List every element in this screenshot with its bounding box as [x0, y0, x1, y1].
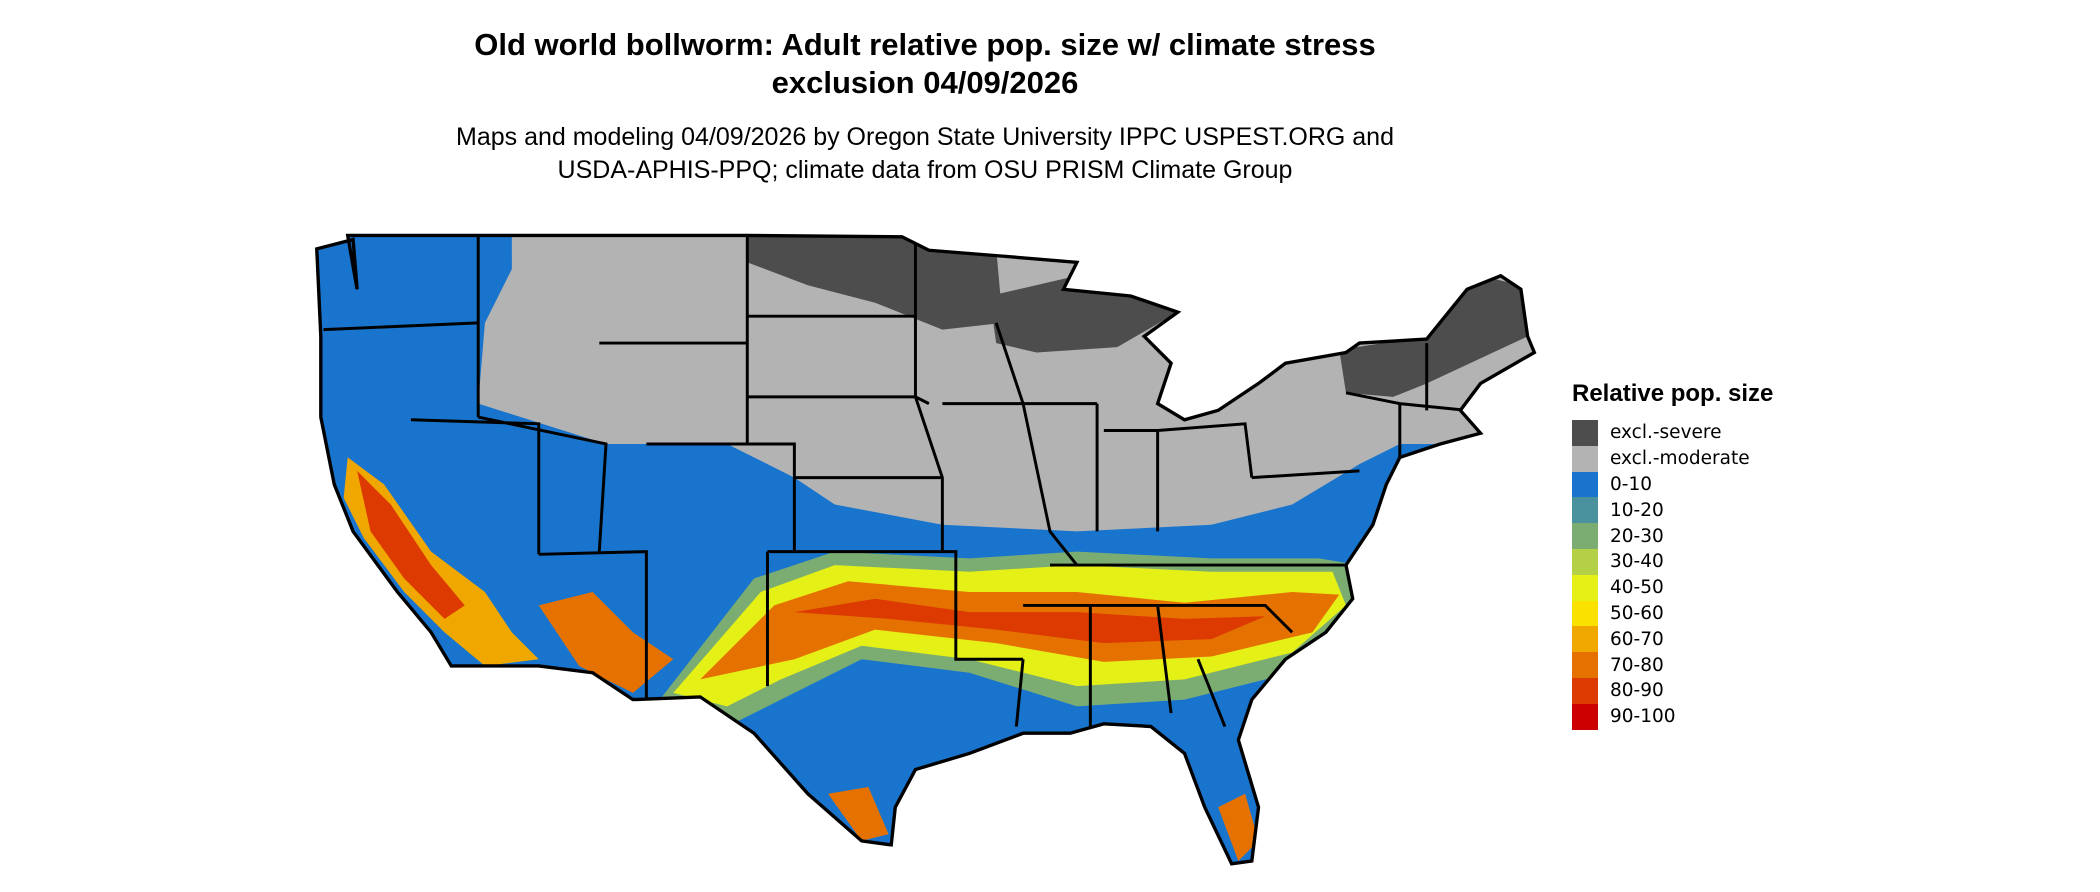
- az-hot-zone: [538, 591, 674, 693]
- zero-ten-zone-north: [363, 235, 512, 418]
- legend-item: 20-30: [1572, 523, 1773, 549]
- legend-label: 70-80: [1610, 654, 1664, 676]
- legend-item: 10-20: [1572, 497, 1773, 524]
- ca-hot-core: [357, 470, 465, 619]
- legend-swatch: [1572, 677, 1598, 704]
- fl-hot-zone: [1218, 793, 1259, 862]
- legend-swatch: [1572, 703, 1598, 730]
- legend-swatch: [1572, 523, 1598, 549]
- legend-label: 50-60: [1610, 602, 1664, 624]
- legend-label: 60-70: [1610, 628, 1664, 650]
- legend-item: 80-90: [1572, 677, 1773, 704]
- band-80-90: [794, 598, 1266, 644]
- severe-wi: [989, 275, 1178, 353]
- map-subtitle: Maps and modeling 04/09/2026 by Oregon S…: [0, 121, 1850, 187]
- legend-swatch: [1572, 445, 1598, 472]
- legend-item: 0-10: [1572, 471, 1773, 498]
- legend-label: 10-20: [1610, 499, 1664, 521]
- legend-label: 90-100: [1610, 706, 1676, 728]
- subtitle-line-2: USDA-APHIS-PPQ; climate data from OSU PR…: [557, 156, 1293, 184]
- legend-swatch: [1572, 626, 1598, 653]
- tx-hot-zone: [828, 787, 889, 841]
- legend-item: 40-50: [1572, 574, 1773, 601]
- state-borders: [323, 235, 1468, 728]
- legend-swatch: [1572, 497, 1598, 524]
- subtitle-line-1: Maps and modeling 04/09/2026 by Oregon S…: [456, 123, 1394, 151]
- map-title: Old world bollworm: Adult relative pop. …: [0, 26, 1850, 102]
- title-line-1: Old world bollworm: Adult relative pop. …: [474, 27, 1376, 62]
- legend-swatch: [1572, 420, 1598, 446]
- severe-mn: [747, 235, 1003, 330]
- legend-item: 60-70: [1572, 626, 1773, 653]
- legend-label: 40-50: [1610, 577, 1664, 599]
- legend-swatch: [1572, 652, 1598, 678]
- legend-title: Relative pop. size: [1572, 380, 1774, 407]
- legend-item: 70-80: [1572, 652, 1773, 678]
- legend-swatch: [1572, 548, 1598, 575]
- legend-item: excl.-moderate: [1572, 445, 1773, 472]
- legend-swatch: [1572, 574, 1598, 601]
- legend-label: excl.-severe: [1610, 422, 1722, 444]
- severe-ne: [1339, 275, 1528, 397]
- legend-swatch: [1572, 471, 1598, 498]
- legend-swatch: [1572, 600, 1598, 627]
- legend-item: excl.-severe: [1572, 420, 1773, 446]
- legend-label: 80-90: [1610, 680, 1664, 702]
- legend-items: excl.-severe excl.-moderate 0-10 10-20 20-30…: [1572, 420, 1773, 730]
- legend-label: 30-40: [1610, 551, 1664, 573]
- legend: Relative pop. size excl.-severe excl.-mod…: [1572, 380, 1773, 730]
- legend-item: 30-40: [1572, 548, 1773, 575]
- legend-item: 90-100: [1572, 703, 1773, 730]
- legend-item: 50-60: [1572, 600, 1773, 627]
- legend-label: 0-10: [1610, 473, 1652, 495]
- legend-label: 20-30: [1610, 525, 1664, 547]
- legend-label: excl.-moderate: [1610, 448, 1750, 470]
- title-line-2: exclusion 04/09/2026: [771, 65, 1079, 100]
